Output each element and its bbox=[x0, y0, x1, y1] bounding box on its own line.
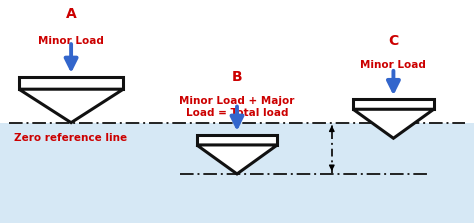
Bar bbox=[0, 123, 474, 223]
Text: Minor Load: Minor Load bbox=[361, 60, 426, 70]
Text: Zero reference line: Zero reference line bbox=[14, 133, 128, 143]
Text: Minor Load + Major
Load = Total load: Minor Load + Major Load = Total load bbox=[179, 96, 295, 118]
Polygon shape bbox=[353, 109, 434, 138]
Bar bbox=[197, 135, 277, 145]
Text: B: B bbox=[232, 70, 242, 84]
Polygon shape bbox=[19, 89, 123, 123]
Bar bbox=[353, 99, 434, 109]
Text: Minor Load: Minor Load bbox=[38, 36, 104, 46]
Text: C: C bbox=[388, 34, 399, 48]
Text: A: A bbox=[66, 7, 76, 21]
Polygon shape bbox=[197, 145, 277, 174]
Bar bbox=[19, 77, 123, 89]
